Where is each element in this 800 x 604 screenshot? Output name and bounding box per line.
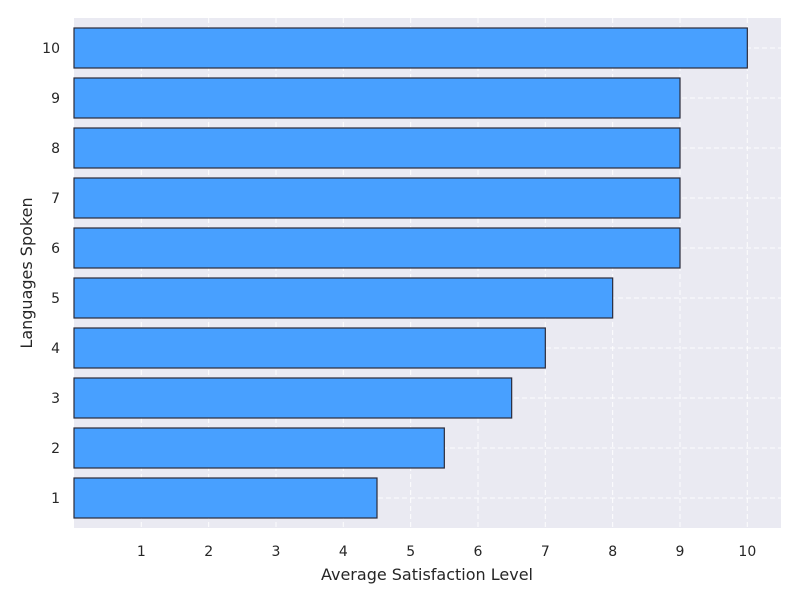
y-tick-label: 9 bbox=[51, 91, 60, 107]
bar-languages-10 bbox=[73, 27, 748, 69]
bar-languages-1 bbox=[73, 477, 378, 519]
y-tick-label: 5 bbox=[51, 291, 60, 307]
y-tick-label: 6 bbox=[51, 241, 60, 257]
x-tick-label: 7 bbox=[541, 544, 550, 560]
y-axis-ticks: 1 2 3 4 5 6 7 8 9 10 bbox=[42, 41, 60, 507]
x-tick-label: 3 bbox=[272, 544, 281, 560]
bar-languages-8 bbox=[73, 127, 681, 169]
y-tick-label: 10 bbox=[42, 41, 60, 57]
y-tick-label: 2 bbox=[51, 441, 60, 457]
bar-languages-2 bbox=[73, 427, 445, 469]
y-tick-label: 3 bbox=[51, 391, 60, 407]
x-tick-label: 1 bbox=[137, 544, 146, 560]
bars bbox=[73, 27, 748, 519]
bar-languages-3 bbox=[73, 377, 513, 419]
bar-languages-9 bbox=[73, 77, 681, 119]
y-tick-label: 4 bbox=[51, 341, 60, 357]
x-tick-label: 8 bbox=[608, 544, 617, 560]
y-tick-label: 7 bbox=[51, 191, 60, 207]
bar-languages-4 bbox=[73, 327, 546, 369]
y-axis-label: Languages Spoken bbox=[17, 197, 36, 348]
x-tick-label: 10 bbox=[738, 544, 756, 560]
bar-languages-6 bbox=[73, 227, 681, 269]
x-axis-ticks: 1 2 3 4 5 6 7 8 9 10 bbox=[137, 544, 756, 560]
x-axis-label: Average Satisfaction Level bbox=[321, 565, 533, 584]
x-tick-label: 9 bbox=[676, 544, 685, 560]
x-tick-label: 5 bbox=[406, 544, 415, 560]
x-tick-label: 6 bbox=[474, 544, 483, 560]
y-tick-label: 8 bbox=[51, 141, 60, 157]
bar-languages-7 bbox=[73, 177, 681, 219]
bar-languages-5 bbox=[73, 277, 614, 319]
y-tick-label: 1 bbox=[51, 491, 60, 507]
x-tick-label: 2 bbox=[204, 544, 213, 560]
x-tick-label: 4 bbox=[339, 544, 348, 560]
